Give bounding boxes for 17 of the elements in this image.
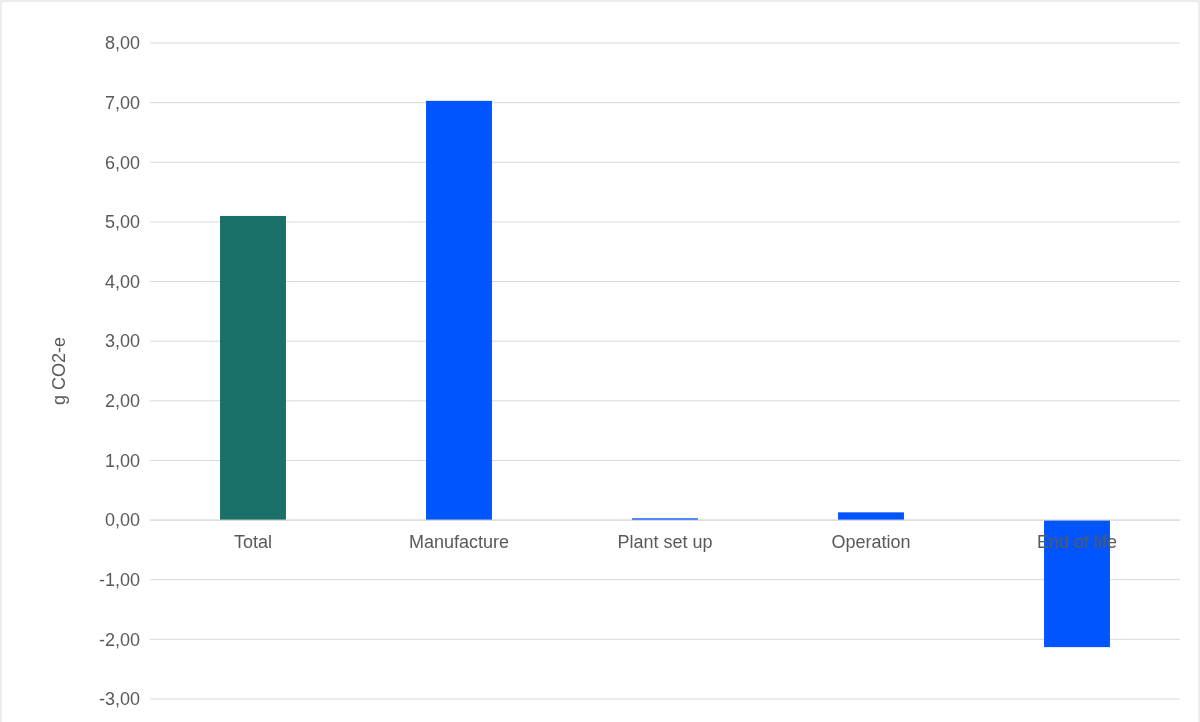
y-tick-label: 0,00 [104,510,140,531]
y-tick-label: 3,00 [104,331,140,352]
y-tick-label: -2,00 [98,629,140,650]
y-tick-label: 7,00 [104,92,140,113]
y-tick-label: -3,00 [98,689,140,710]
x-tick-label: Operation [831,532,911,553]
y-axis-title: g CO2-e [49,336,69,406]
x-tick-label: Manufacture [408,532,510,553]
y-tick-label: 1,00 [104,450,140,471]
y-tick-label: 4,00 [104,271,140,292]
y-tick-label: 6,00 [104,152,140,173]
y-tick-label: 5,00 [104,212,140,233]
x-tick-label: Total [233,532,273,553]
y-tick-label: -1,00 [98,570,140,591]
y-tick-label: 8,00 [104,33,140,54]
y-tick-label: 2,00 [104,391,140,412]
x-tick-label: Plant set up [617,532,713,553]
